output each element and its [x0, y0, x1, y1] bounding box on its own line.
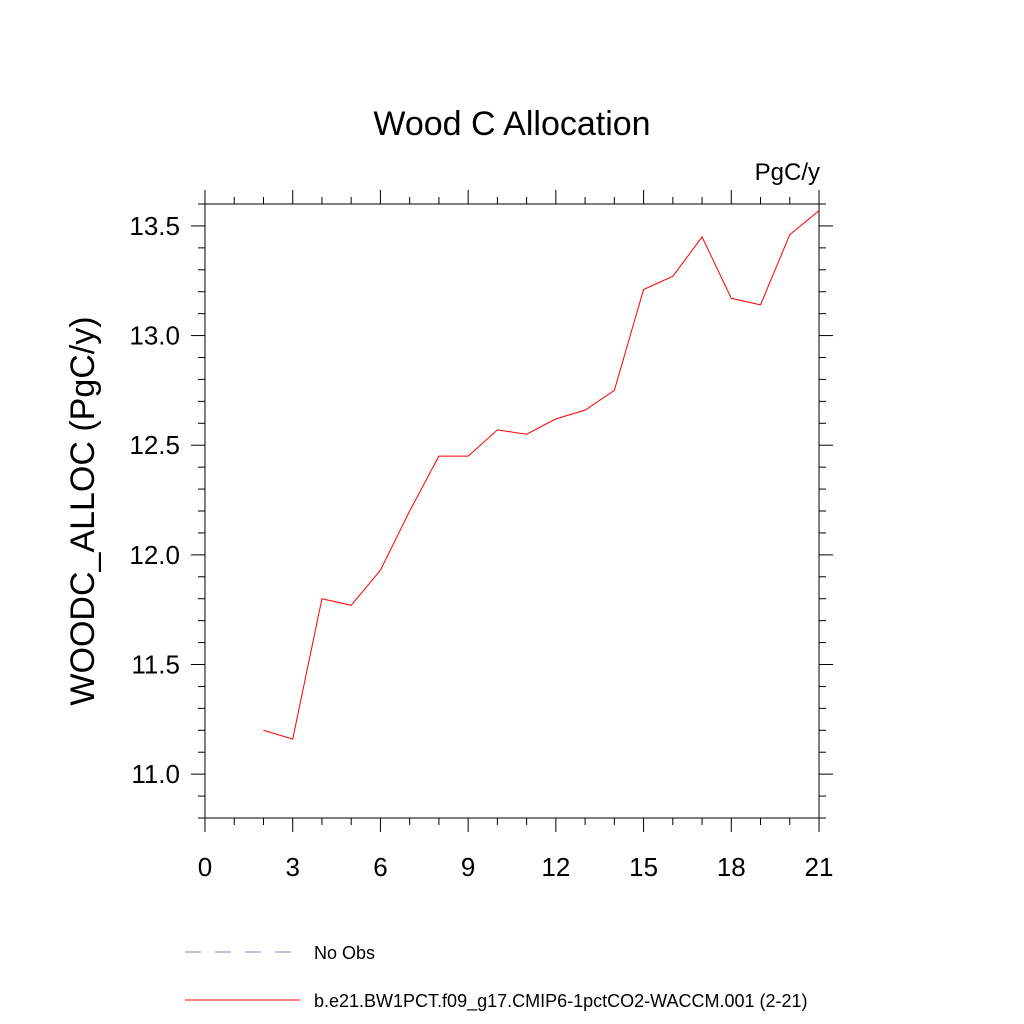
y-tick-label: 13.5	[129, 211, 180, 241]
x-tick-label: 15	[629, 852, 658, 882]
x-tick-label: 18	[717, 852, 746, 882]
x-tick-label: 12	[541, 852, 570, 882]
axis-ticks	[191, 190, 833, 832]
y-tick-label: 12.5	[129, 430, 180, 460]
y-axis-label: WOODC_ALLOC (PgC/y)	[64, 316, 102, 705]
legend-label-no-obs: No Obs	[314, 943, 375, 963]
series-group	[263, 210, 820, 740]
x-tick-label: 9	[461, 852, 475, 882]
legend: No Obs b.e21.BW1PCT.f09_g17.CMIP6-1pctCO…	[185, 943, 808, 1012]
chart-title: Wood C Allocation	[373, 105, 650, 143]
y-tick-label: 12.0	[129, 540, 180, 570]
x-tick-label: 3	[285, 852, 299, 882]
x-tick-label: 6	[373, 852, 387, 882]
x-tick-label: 21	[805, 852, 834, 882]
y-tick-label: 13.0	[129, 321, 180, 351]
x-tick-label: 0	[198, 852, 212, 882]
legend-label-model: b.e21.BW1PCT.f09_g17.CMIP6-1pctCO2-WACCM…	[314, 991, 808, 1012]
series-line-0	[263, 210, 820, 740]
y-tick-label: 11.0	[131, 759, 180, 789]
units-label: PgC/y	[755, 159, 820, 186]
tick-labels: 0 3 6 9 12 15 18 21 11.0 11.5 12.0 12.5 13.0 13.5	[129, 211, 833, 882]
plot-frame	[204, 203, 820, 819]
y-tick-label: 11.5	[131, 650, 180, 680]
